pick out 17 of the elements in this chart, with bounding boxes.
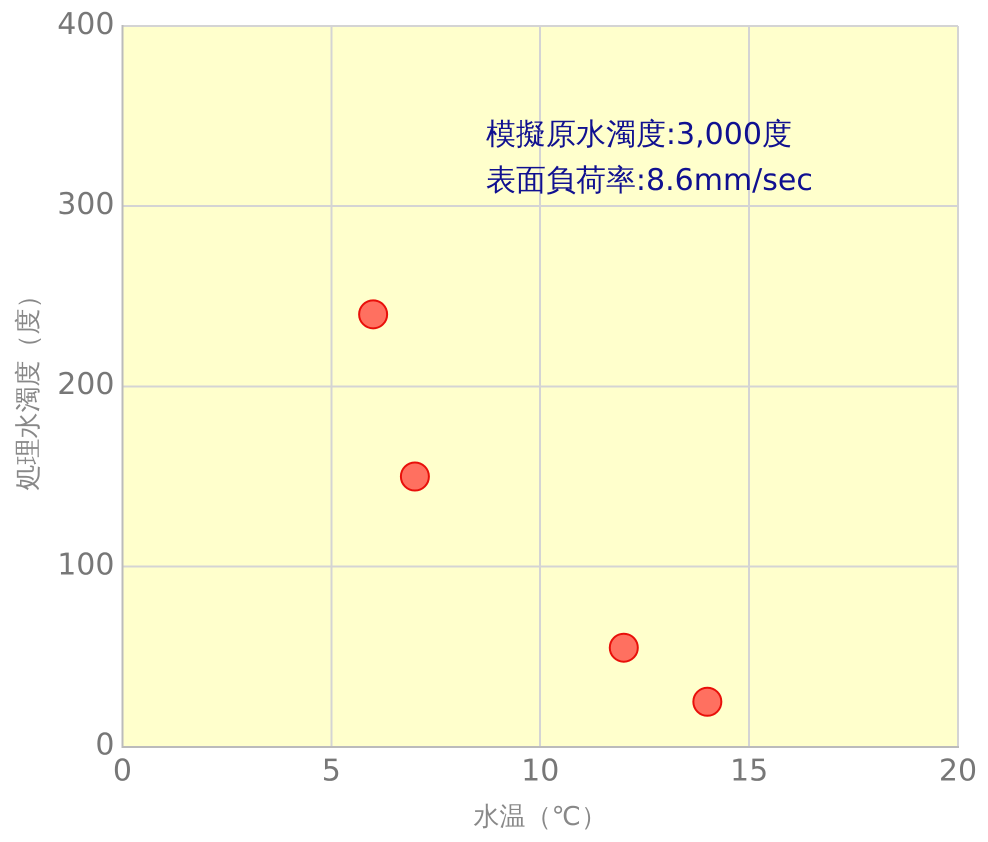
y-tick-label: 100 bbox=[57, 547, 114, 582]
point bbox=[358, 299, 388, 330]
x-tick-label: 20 bbox=[938, 754, 978, 789]
x-tick-label: 10 bbox=[521, 754, 560, 789]
y-tick-label: 300 bbox=[57, 186, 114, 222]
annotation: 表面負荷率:8.6mm/sec bbox=[486, 162, 813, 198]
x-tick-label: 15 bbox=[730, 754, 768, 789]
annotation: 模擬原水濁度:3,000度 bbox=[486, 116, 792, 152]
point bbox=[692, 686, 722, 717]
point bbox=[400, 462, 430, 492]
y-axis-title: 処理水濁度（度） bbox=[13, 282, 44, 490]
y-tick-label: 400 bbox=[57, 6, 114, 42]
x-axis-title: 水温（℃） bbox=[474, 802, 607, 832]
x-tick-label: 5 bbox=[322, 754, 341, 789]
y-tick-label: 0 bbox=[95, 728, 114, 763]
y-tick-label: 200 bbox=[57, 367, 114, 402]
point bbox=[608, 632, 639, 663]
